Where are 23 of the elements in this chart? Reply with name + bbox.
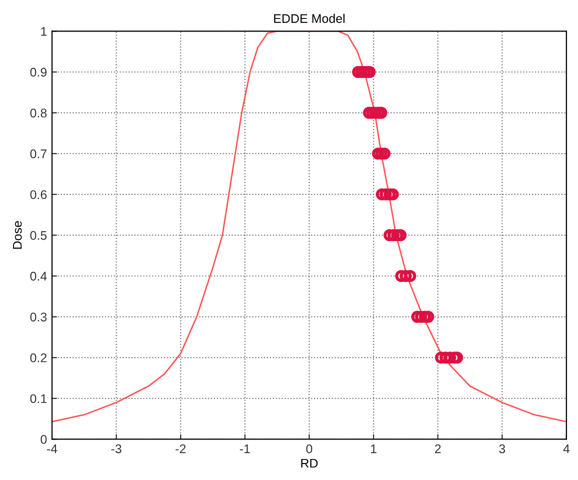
- y-tick-label: 0.8: [30, 108, 47, 118]
- y-axis-title: Dose: [13, 221, 22, 249]
- y-tick-label: 0.2: [30, 353, 47, 362]
- x-axis-title: RD: [301, 458, 318, 468]
- y-tick-label: 1: [41, 27, 47, 36]
- y-tick-label: 0.1: [30, 394, 47, 404]
- y-tick-label: 0.6: [30, 190, 47, 200]
- y-tick-label: 0.9: [30, 68, 47, 77]
- y-tick-label: 0: [40, 435, 47, 444]
- y-tick-label: 0.4: [30, 272, 47, 281]
- x-tick-label: -1: [240, 444, 250, 454]
- x-tick-label: 0: [306, 444, 312, 454]
- x-tick-label: -4: [47, 444, 58, 454]
- x-tick-label: 2: [434, 444, 441, 454]
- y-tick-label: 0.5: [30, 231, 47, 240]
- y-tick-label: 0.3: [30, 312, 47, 322]
- chart-title: EDDE Model: [274, 14, 345, 23]
- x-tick-label: 1: [371, 444, 376, 454]
- x-tick-label: 3: [499, 444, 506, 454]
- x-tick-label: -2: [176, 444, 186, 454]
- x-tick-label: 4: [563, 444, 570, 454]
- y-tick-label: 0.7: [30, 149, 47, 158]
- x-tick-label: -3: [111, 444, 122, 454]
